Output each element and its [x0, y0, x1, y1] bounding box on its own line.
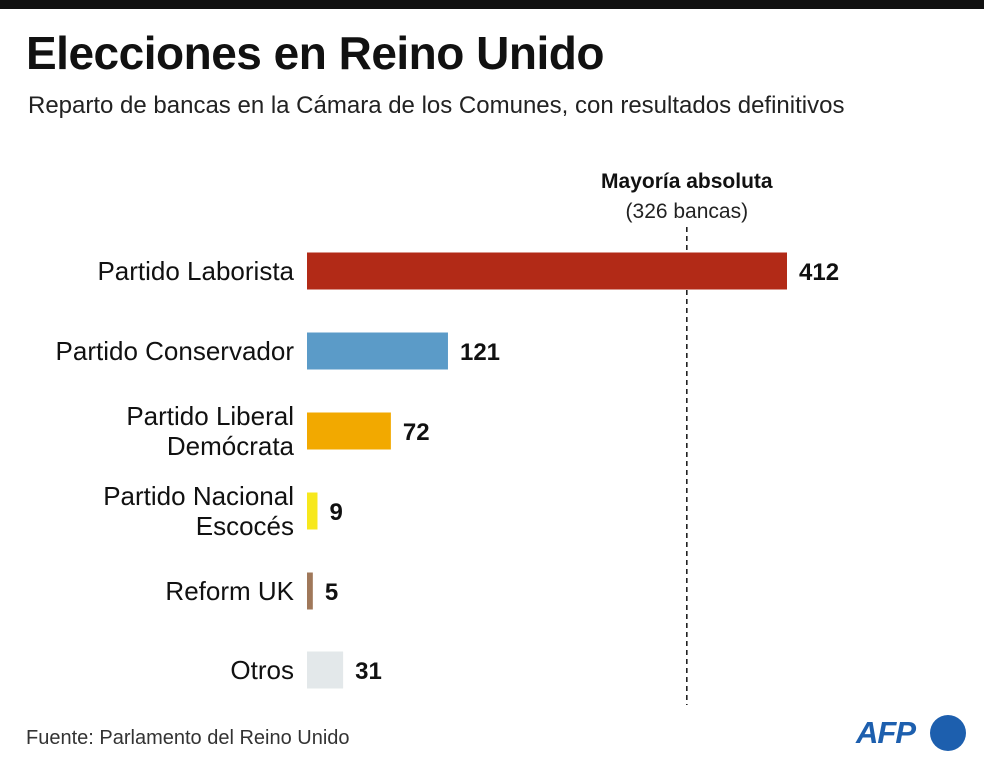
- chart-subtitle: Reparto de bancas en la Cámara de los Co…: [28, 92, 845, 119]
- majority-label: Mayoría absoluta: [601, 170, 773, 193]
- category-label: Partido Nacional: [103, 481, 294, 511]
- category-label: Partido Conservador: [56, 336, 295, 366]
- category-label: Otros: [230, 655, 294, 685]
- category-label: Escocés: [196, 511, 294, 541]
- bar: [307, 252, 787, 290]
- category-label: Partido Laborista: [97, 256, 294, 286]
- category-label: Partido Liberal: [126, 401, 294, 431]
- value-label: 121: [460, 339, 500, 366]
- value-label: 5: [325, 579, 338, 606]
- top-rule: [0, 0, 984, 9]
- bar: [307, 412, 391, 450]
- category-label: Demócrata: [167, 431, 295, 461]
- value-label: 412: [799, 259, 839, 286]
- value-label: 9: [329, 499, 342, 526]
- category-label: Reform UK: [165, 576, 294, 606]
- bar: [307, 492, 318, 530]
- chart-title: Elecciones en Reino Unido: [26, 27, 604, 79]
- bar: [307, 651, 344, 689]
- source-note: Fuente: Parlamento del Reino Unido: [26, 727, 350, 749]
- value-label: 31: [355, 658, 382, 685]
- afp-logo-text: AFP: [856, 715, 916, 750]
- bar: [307, 572, 313, 610]
- bar: [307, 332, 448, 370]
- afp-logo-dot: [930, 715, 966, 751]
- value-label: 72: [403, 419, 430, 446]
- afp-logo: AFP: [856, 712, 968, 754]
- majority-sublabel: (326 bancas): [626, 200, 749, 223]
